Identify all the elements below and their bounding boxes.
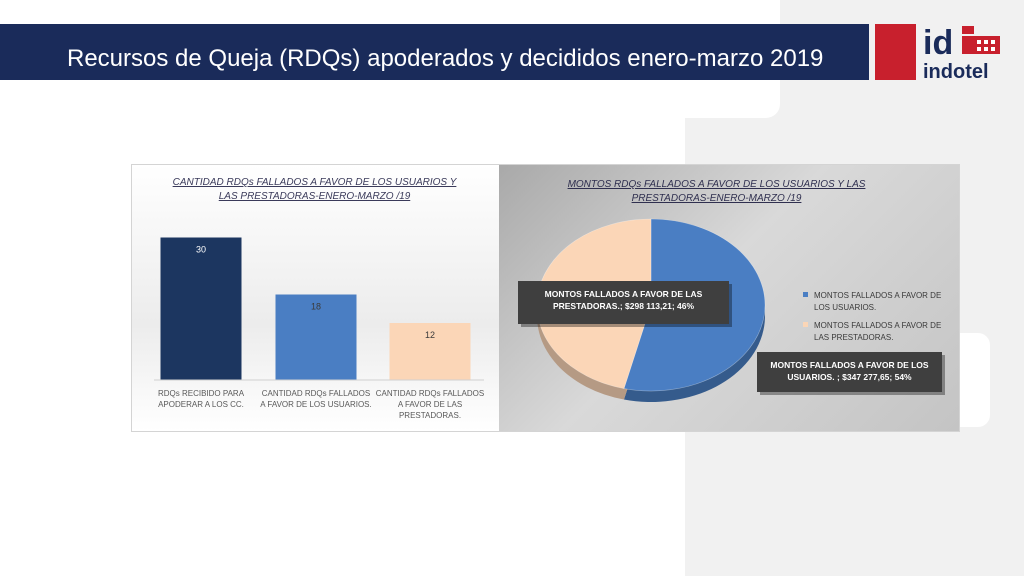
logo-name: indotel xyxy=(923,61,989,82)
logo-dot xyxy=(991,40,995,44)
bar-chart: CANTIDAD RDQs FALLADOS A FAVOR DE LOS US… xyxy=(132,165,499,431)
pie-data-label-box xyxy=(518,281,729,324)
pie-data-label: PRESTADORAS.; $298 113,21; 46% xyxy=(553,301,695,311)
legend-label: MONTOS FALLADOS A FAVOR DE xyxy=(814,321,941,330)
bar-category-label: RDQs RECIBIDO PARA xyxy=(158,389,245,398)
bar-category-label: CANTIDAD RDQs FALLADOS xyxy=(376,389,484,398)
logo-dot xyxy=(984,47,988,51)
bar-chart-title-line: LAS PRESTADORAS-ENERO-MARZO /19 xyxy=(218,191,411,202)
bar-chart-title-line: CANTIDAD RDQs FALLADOS A FAVOR DE LOS US… xyxy=(172,177,457,188)
pie-chart-title-line: PRESTADORAS-ENERO-MARZO /19 xyxy=(631,193,802,204)
logo-graphic: id indotel xyxy=(923,24,1000,83)
logo-dot xyxy=(977,47,981,51)
pie-data-label: MONTOS FALLADOS A FAVOR DE LOS xyxy=(770,360,929,370)
legend-label: LOS USUARIOS. xyxy=(814,303,876,312)
bar-category-label: CANTIDAD RDQs FALLADOS xyxy=(262,389,370,398)
logo-dot xyxy=(977,40,981,44)
bar-data-label: 30 xyxy=(196,245,206,255)
logo-dot xyxy=(991,47,995,51)
title-bar xyxy=(0,24,869,80)
logo-tile xyxy=(962,26,974,34)
legend-label: LAS PRESTADORAS. xyxy=(814,333,893,342)
legend-swatch xyxy=(803,292,808,297)
bar-category-label: APODERAR A LOS CC. xyxy=(158,400,244,409)
bar-category-label: A FAVOR DE LOS USUARIOS. xyxy=(260,400,371,409)
pie-data-label: USUARIOS. ; $347 277,65; 54% xyxy=(787,372,912,382)
bar-chart-title: CANTIDAD RDQs FALLADOS A FAVOR DE LOS US… xyxy=(152,176,477,204)
bar-data-label: 18 xyxy=(311,302,321,312)
pie-data-label: MONTOS FALLADOS A FAVOR DE LAS xyxy=(545,289,703,299)
bar xyxy=(389,323,471,380)
pie-chart-title-line: MONTOS RDQs FALLADOS A FAVOR DE LOS USUA… xyxy=(567,179,866,190)
legend-label: MONTOS FALLADOS A FAVOR DE xyxy=(814,291,941,300)
pie-data-label-box xyxy=(757,352,942,392)
bar-category-label: PRESTADORAS. xyxy=(399,411,461,420)
logo-tile xyxy=(962,36,1000,54)
slide-title: Recursos de Queja (RDQs) apoderados y de… xyxy=(67,45,824,72)
bar-data-label: 12 xyxy=(425,330,435,340)
indotel-logo: id indotel xyxy=(922,22,1004,83)
bar-chart-plot: 30 RDQs RECIBIDO PARA APODERAR A LOS CC. 18… xyxy=(154,237,484,420)
logo-dot xyxy=(984,40,988,44)
bar-category-label: A FAVOR DE LAS xyxy=(398,400,462,409)
logo-accent-block xyxy=(875,24,916,80)
pie-chart-plot: MONTOS FALLADOS A FAVOR DE LOS USUARIOS. … xyxy=(518,218,945,402)
chart-panel: CANTIDAD RDQs FALLADOS A FAVOR DE LOS US… xyxy=(131,164,960,432)
pie-chart-title: MONTOS RDQs FALLADOS A FAVOR DE LOS USUA… xyxy=(539,178,894,206)
logo-mark: id xyxy=(923,24,953,62)
bar xyxy=(160,237,242,380)
pie-chart: MONTOS RDQs FALLADOS A FAVOR DE LOS USUA… xyxy=(499,165,959,431)
legend-swatch xyxy=(803,322,808,327)
bar xyxy=(275,294,357,380)
